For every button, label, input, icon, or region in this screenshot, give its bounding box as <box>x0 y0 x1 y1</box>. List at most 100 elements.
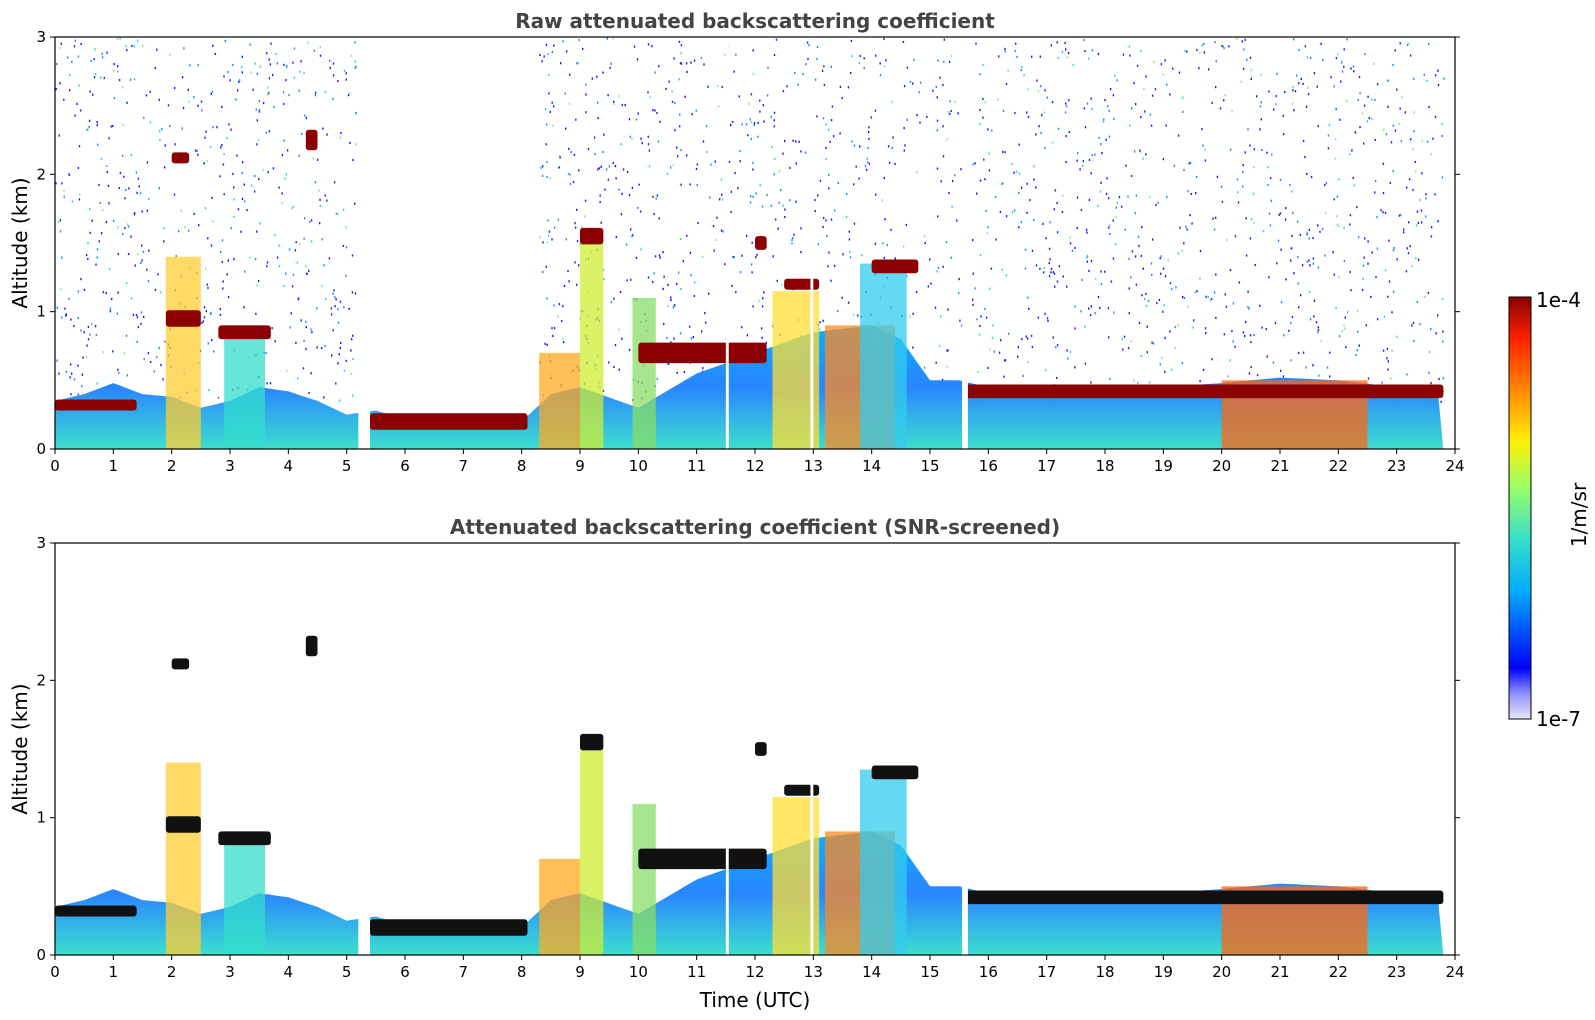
noise-speckle <box>1435 332 1437 335</box>
noise-speckle <box>351 291 354 294</box>
noise-speckle <box>1382 162 1384 165</box>
noise-speckle <box>947 349 949 352</box>
noise-speckle <box>1116 79 1118 82</box>
noise-speckle <box>278 186 280 189</box>
noise-speckle <box>1428 371 1430 374</box>
x-tick-label: 24 <box>1445 963 1464 981</box>
noise-speckle <box>1046 317 1049 320</box>
noise-speckle <box>219 175 221 178</box>
noise-speckle <box>140 311 143 314</box>
noise-speckle <box>117 70 119 73</box>
noise-speckle <box>915 291 918 294</box>
noise-speckle <box>1107 307 1110 310</box>
noise-speckle <box>1260 73 1262 76</box>
noise-speckle <box>576 283 578 286</box>
x-tick-label: 12 <box>745 457 764 475</box>
noise-speckle <box>1128 45 1130 48</box>
noise-speckle <box>1388 239 1390 242</box>
noise-speckle <box>652 195 654 198</box>
noise-speckle <box>557 166 559 169</box>
noise-speckle <box>639 210 642 213</box>
noise-speckle <box>946 365 948 368</box>
noise-speckle <box>972 163 975 166</box>
noise-speckle <box>1335 108 1337 111</box>
noise-speckle <box>55 182 57 185</box>
cloud-layer <box>965 890 1444 905</box>
noise-speckle <box>1160 63 1163 66</box>
noise-speckle <box>539 236 541 239</box>
aerosol-column <box>539 858 580 955</box>
noise-speckle <box>716 84 719 88</box>
noise-speckle <box>85 355 88 359</box>
noise-speckle <box>257 279 260 283</box>
noise-speckle <box>1127 347 1130 350</box>
noise-speckle <box>198 224 200 227</box>
noise-speckle <box>946 138 948 141</box>
noise-speckle <box>1081 278 1083 281</box>
noise-speckle <box>1130 340 1132 343</box>
noise-speckle <box>1273 108 1275 111</box>
noise-speckle <box>1159 363 1161 366</box>
noise-speckle <box>159 130 161 133</box>
noise-speckle <box>752 72 754 75</box>
noise-speckle <box>1406 43 1409 47</box>
noise-speckle <box>576 239 579 243</box>
noise-speckle <box>1387 360 1389 363</box>
noise-speckle <box>1266 151 1268 154</box>
noise-speckle <box>1036 79 1038 82</box>
noise-speckle <box>330 313 333 316</box>
noise-speckle <box>1127 195 1129 198</box>
noise-speckle <box>551 327 553 330</box>
noise-speckle <box>1367 377 1370 380</box>
noise-speckle <box>849 256 852 259</box>
noise-speckle <box>1134 150 1136 153</box>
noise-speckle <box>1363 256 1365 259</box>
noise-speckle <box>1048 247 1051 250</box>
noise-speckle <box>283 102 285 106</box>
noise-speckle <box>122 123 124 126</box>
noise-speckle <box>549 177 551 180</box>
noise-speckle <box>233 258 235 261</box>
noise-speckle <box>136 316 139 319</box>
noise-speckle <box>575 118 577 121</box>
noise-speckle <box>1293 38 1295 41</box>
noise-speckle <box>1285 278 1287 281</box>
noise-speckle <box>1140 151 1142 154</box>
noise-speckle <box>1042 271 1045 274</box>
noise-speckle <box>855 165 857 168</box>
noise-speckle <box>108 137 110 140</box>
noise-speckle <box>268 91 270 94</box>
noise-speckle <box>71 60 73 64</box>
noise-speckle <box>1324 254 1326 257</box>
noise-speckle <box>546 175 548 179</box>
noise-speckle <box>1046 96 1048 99</box>
noise-speckle <box>332 74 335 77</box>
noise-speckle <box>1140 116 1142 119</box>
noise-speckle <box>129 78 132 81</box>
noise-speckle <box>181 76 184 79</box>
noise-speckle <box>246 209 248 212</box>
y-tick-label: 0 <box>36 440 46 458</box>
aerosol-column <box>580 735 604 955</box>
noise-speckle <box>293 205 295 208</box>
noise-speckle <box>821 69 824 72</box>
noise-speckle <box>290 312 292 315</box>
data-gap <box>962 37 968 449</box>
noise-speckle <box>1349 214 1352 217</box>
noise-speckle <box>1242 164 1244 167</box>
noise-speckle <box>1437 220 1439 223</box>
noise-speckle <box>1190 192 1192 196</box>
noise-speckle <box>629 135 632 138</box>
noise-speckle <box>1425 197 1427 200</box>
noise-speckle <box>257 138 260 141</box>
noise-speckle <box>89 231 91 234</box>
x-tick-label: 18 <box>1095 457 1114 475</box>
x-tick-label: 15 <box>920 963 939 981</box>
data-gap <box>962 543 968 955</box>
noise-speckle <box>663 322 665 325</box>
noise-speckle <box>1056 231 1059 234</box>
noise-speckle <box>274 340 276 343</box>
noise-speckle <box>1089 314 1092 317</box>
noise-speckle <box>773 53 776 57</box>
x-tick-label: 2 <box>167 963 177 981</box>
